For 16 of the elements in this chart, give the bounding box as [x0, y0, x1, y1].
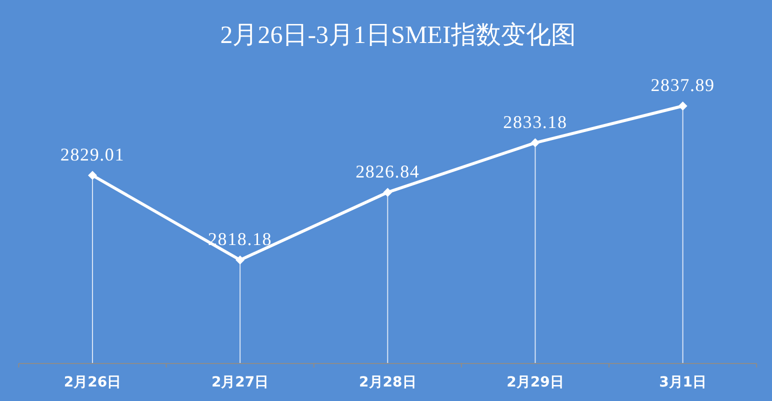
- chart-title: 2月26日-3月1日SMEI指数变化图: [220, 21, 576, 49]
- data-label: 2826.84: [356, 161, 420, 182]
- data-label: 2818.18: [208, 229, 272, 249]
- x-tick-label: 2月28日: [359, 374, 416, 390]
- x-tick-label: 2月27日: [211, 374, 269, 390]
- data-label: 2833.18: [503, 112, 568, 132]
- x-tick-label: 3月1日: [659, 374, 707, 390]
- data-label: 2837.89: [650, 75, 715, 95]
- point: [383, 188, 392, 197]
- data-label: 2829.01: [60, 144, 125, 164]
- point: [678, 102, 688, 110]
- point: [88, 170, 97, 180]
- x-tick-label: 2月29日: [506, 374, 564, 390]
- x-tick-label: 2月26日: [64, 374, 122, 390]
- point: [236, 256, 245, 264]
- point: [530, 138, 540, 148]
